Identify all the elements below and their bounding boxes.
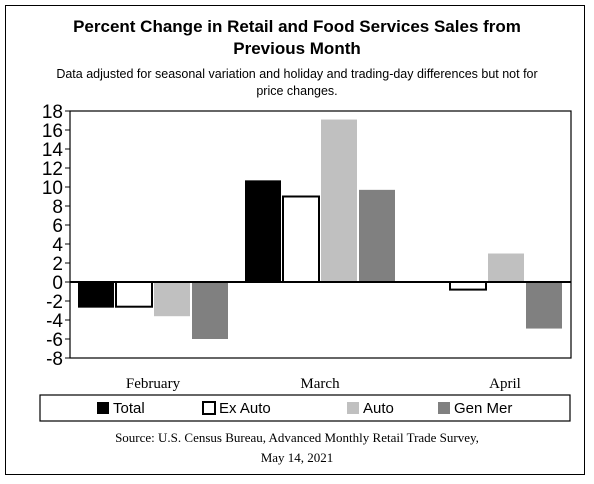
- bar-ex-auto-february: [115, 281, 153, 308]
- x-category-label: March: [300, 376, 340, 392]
- y-tick-label: 18: [42, 102, 63, 123]
- bar-auto-march: [321, 119, 357, 282]
- chart-subtitle: Data adjusted for seasonal variation and…: [0, 66, 594, 100]
- y-tick-label: 12: [42, 159, 63, 180]
- source-line-1: Source: U.S. Census Bureau, Advanced Mon…: [115, 430, 479, 445]
- bar-auto-april: [488, 253, 524, 282]
- legend-label-auto: Auto: [363, 400, 394, 417]
- bar-ex-auto-april: [449, 281, 487, 291]
- legend-swatch-auto: [347, 402, 359, 414]
- legend: [39, 394, 571, 422]
- y-tick-label: 6: [52, 216, 63, 237]
- legend-swatch-gen-mer: [438, 402, 450, 414]
- y-tick-label: 0: [52, 273, 63, 294]
- bar-total-february: [78, 282, 114, 308]
- y-tick-label: 10: [42, 178, 63, 199]
- y-tick-label: -2: [46, 292, 63, 313]
- y-tick-label: 14: [42, 140, 64, 161]
- legend-swatch-ex-auto: [202, 401, 216, 415]
- bar-gen-mer-march: [359, 189, 395, 282]
- x-category-label: February: [126, 376, 181, 392]
- legend-label-gen-mer: Gen Mer: [454, 400, 512, 417]
- y-tick-label: 4: [52, 235, 63, 256]
- plot-area: [69, 110, 572, 359]
- source-line-2: May 14, 2021: [260, 450, 334, 465]
- y-tick-label: -8: [46, 349, 63, 370]
- legend-swatch-total: [97, 402, 109, 414]
- bar-gen-mer-april: [526, 282, 562, 329]
- x-category-label: April: [489, 376, 521, 392]
- chart-title-line-1: Percent Change in Retail and Food Servic…: [73, 17, 521, 36]
- chart-title: Percent Change in Retail and Food Servic…: [0, 16, 594, 60]
- y-tick-label: 8: [52, 197, 63, 218]
- bar-auto-february: [154, 282, 190, 317]
- chart-subtitle-line-2: price changes.: [256, 84, 338, 98]
- chart-subtitle-line-1: Data adjusted for seasonal variation and…: [56, 67, 538, 81]
- y-tick-label: -6: [46, 330, 63, 351]
- legend-label-total: Total: [113, 400, 145, 417]
- bar-total-march: [245, 180, 281, 282]
- legend-label-ex-auto: Ex Auto: [219, 400, 271, 417]
- bar-gen-mer-february: [192, 282, 228, 339]
- chart-title-line-2: Previous Month: [233, 39, 361, 58]
- y-tick-label: -4: [46, 311, 63, 332]
- y-tick-label: 2: [52, 254, 63, 275]
- bar-ex-auto-march: [282, 195, 320, 283]
- y-tick-label: 16: [42, 121, 63, 142]
- source-note: Source: U.S. Census Bureau, Advanced Mon…: [0, 428, 594, 468]
